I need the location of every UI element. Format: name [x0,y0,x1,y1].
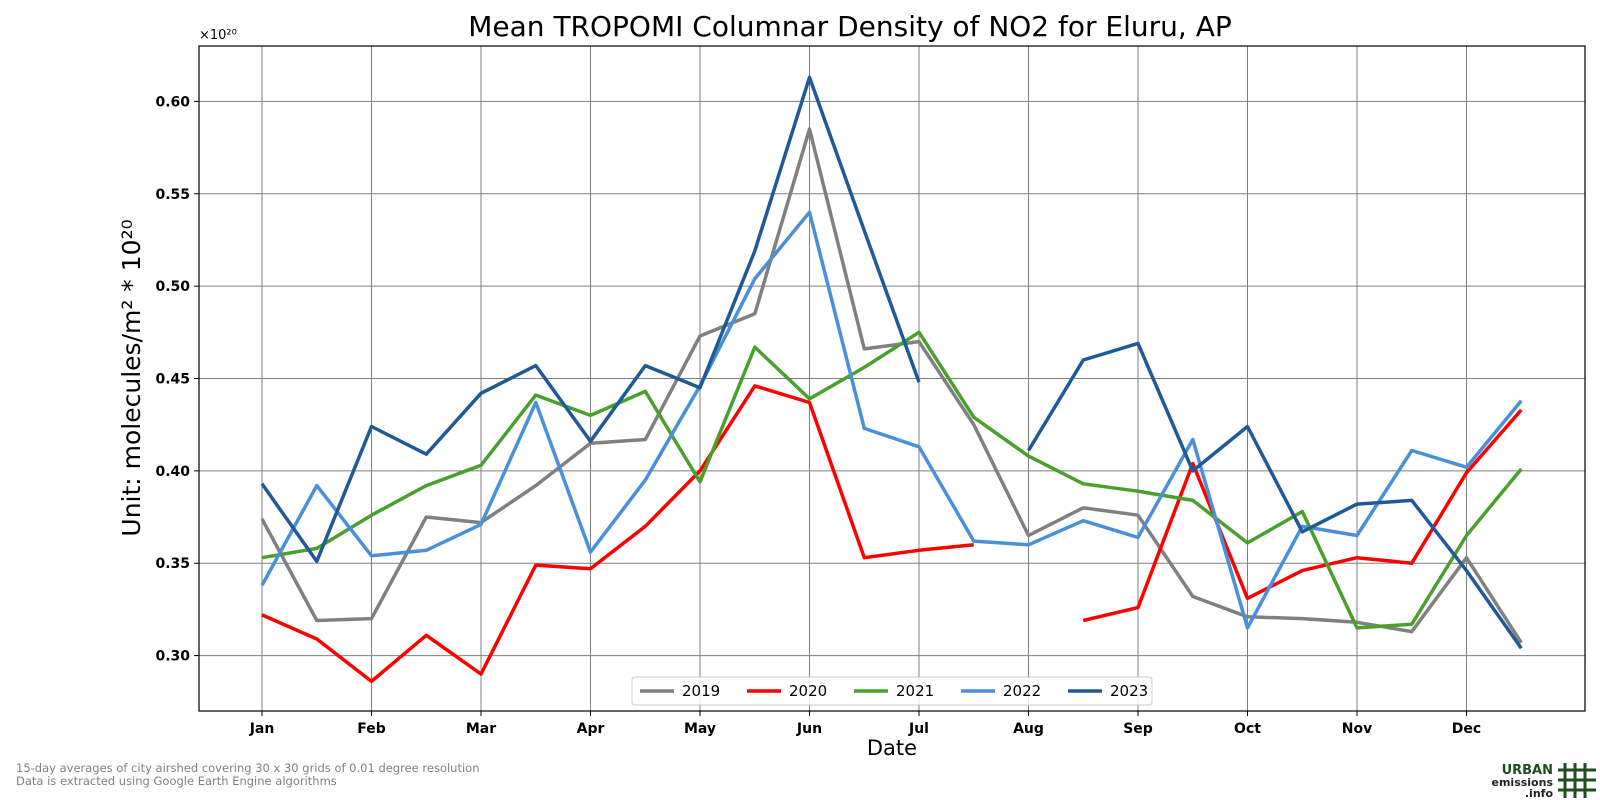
legend-label-2021: 2021 [896,682,934,700]
legend-box [631,676,1153,706]
x-tick-label: Apr [577,721,605,737]
y-tick-labels: 0.30 0.35 0.40 0.45 0.50 0.55 0.60 [155,94,199,665]
x-tick-label: Feb [357,721,386,737]
y-tick-label: 0.55 [155,187,190,203]
y-axis-label: Unit: molecules/m² * 10²⁰ [117,219,146,536]
legend-label-2022: 2022 [1003,682,1041,700]
x-tick-label: Aug [1013,721,1044,737]
x-axis-label: Date [867,736,917,760]
y-axis-multiplier: ×10²⁰ [199,28,237,43]
logo-line-1: URBAN [1502,763,1553,778]
series-line-2023 [260,75,1523,650]
x-tick-labels: Jan Feb Mar Apr May Jun Jul Aug Sep Oct Nov Dec [249,711,1481,737]
x-tick-label: Nov [1342,721,1372,737]
urban-emissions-logo: URBAN emissions .info [1492,763,1596,800]
footnote-line-2: Data is extracted using Google Earth Eng… [16,774,337,788]
x-tick-label: May [684,721,716,737]
logo-line-3: .info [1525,787,1554,800]
x-tick-label: Oct [1234,721,1261,737]
y-tick-label: 0.30 [155,649,190,665]
x-tick-label: Dec [1452,721,1481,737]
series-line-2019 [260,127,1523,644]
y-tick-label: 0.35 [155,556,190,572]
series-line-2021 [261,330,1523,630]
grid-lines [199,46,1585,711]
legend: 2019 2020 2021 2022 2023 [631,676,1153,706]
y-tick-label: 0.40 [155,464,190,480]
series-line-2022 [260,210,1523,630]
footnote-line-1: 15-day averages of city airshed covering… [16,761,480,775]
y-tick-label: 0.60 [155,94,190,110]
legend-label-2020: 2020 [789,682,827,700]
x-tick-label: Sep [1123,721,1153,737]
x-tick-label: Mar [466,721,496,737]
legend-label-2023: 2023 [1110,682,1148,700]
logo-line-2: emissions [1492,776,1554,789]
series-line-2020 [261,384,1523,684]
series-lines [260,75,1523,684]
x-tick-label: Jan [249,721,275,737]
y-tick-label: 0.50 [155,279,190,295]
chart-title: Mean TROPOMI Columnar Density of NO2 for… [468,10,1231,43]
x-tick-label: Jun [796,721,822,737]
y-tick-label: 0.45 [155,372,190,388]
x-tick-label: Jul [908,721,929,737]
legend-label-2019: 2019 [682,682,720,700]
grid-logo-icon [1558,763,1596,798]
